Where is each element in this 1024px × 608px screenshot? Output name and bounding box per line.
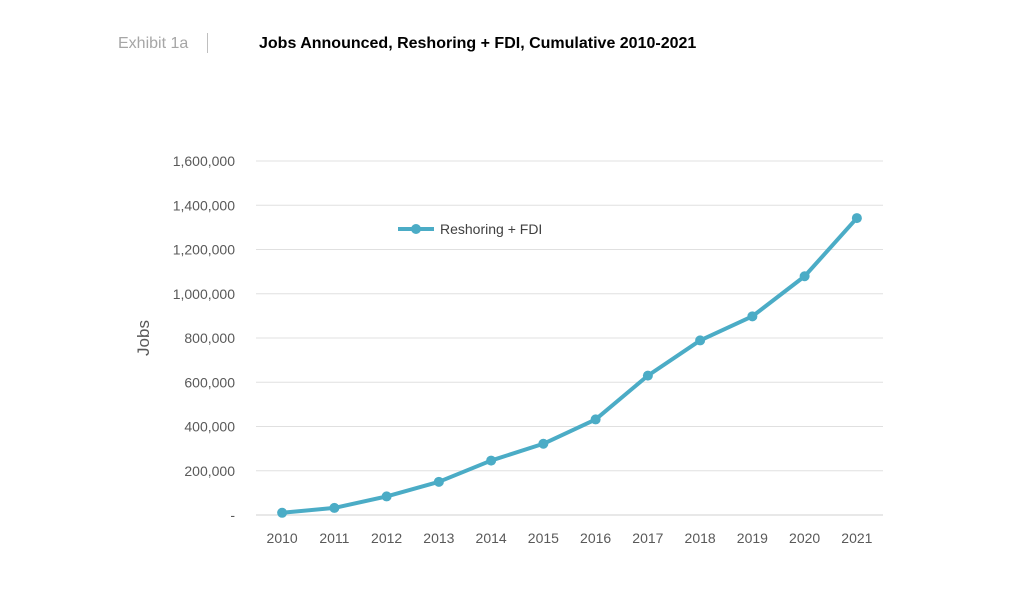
y-tick-label: 1,000,000 xyxy=(173,286,235,302)
data-point-2013 xyxy=(433,476,444,487)
y-tick-label: 1,400,000 xyxy=(173,197,235,213)
y-tick-label: 400,000 xyxy=(184,419,235,435)
y-tick-label: - xyxy=(230,507,235,523)
data-point-2014 xyxy=(486,455,497,466)
x-tick-label: 2013 xyxy=(423,530,454,546)
data-point-2011 xyxy=(329,502,340,513)
x-tick-label: 2019 xyxy=(737,530,768,546)
data-point-2020 xyxy=(799,271,810,282)
data-point-2010 xyxy=(277,507,288,518)
y-axis-ticks: - 200,000 400,000 600,000 800,000 1,000,000 1,… xyxy=(173,153,236,523)
series-reshoring-fdi xyxy=(277,213,862,518)
y-tick-label: 800,000 xyxy=(184,330,235,346)
x-axis-ticks: 2010 2011 2012 2013 2014 2015 2016 2017 2018 2019… xyxy=(267,530,873,546)
x-tick-label: 2016 xyxy=(580,530,611,546)
x-tick-label: 2015 xyxy=(528,530,559,546)
x-tick-label: 2018 xyxy=(685,530,716,546)
y-tick-label: 200,000 xyxy=(184,463,235,479)
data-point-2015 xyxy=(538,438,549,449)
data-point-2016 xyxy=(590,414,601,425)
legend-label: Reshoring + FDI xyxy=(440,221,542,237)
x-tick-label: 2014 xyxy=(476,530,507,546)
gridlines xyxy=(256,160,883,516)
legend: Reshoring + FDI xyxy=(398,221,542,237)
y-tick-label: 1,200,000 xyxy=(173,242,235,258)
chart-title: Jobs Announced, Reshoring + FDI, Cumulat… xyxy=(259,35,697,52)
x-tick-label: 2010 xyxy=(267,530,298,546)
data-point-2019 xyxy=(747,311,758,322)
data-point-2017 xyxy=(642,370,653,381)
x-tick-label: 2020 xyxy=(789,530,820,546)
data-point-2021 xyxy=(851,213,862,224)
exhibit-label: Exhibit 1a xyxy=(118,35,189,52)
data-point-2012 xyxy=(381,491,392,502)
y-tick-label: 600,000 xyxy=(184,374,235,390)
x-tick-label: 2021 xyxy=(841,530,872,546)
header-divider xyxy=(207,33,208,53)
legend-marker xyxy=(411,224,421,234)
x-tick-label: 2017 xyxy=(632,530,663,546)
series-line xyxy=(281,216,859,515)
x-tick-label: 2012 xyxy=(371,530,402,546)
data-point-2018 xyxy=(695,335,706,346)
x-tick-label: 2011 xyxy=(319,530,349,546)
y-axis-label: Jobs xyxy=(134,320,153,356)
y-tick-label: 1,600,000 xyxy=(173,153,235,169)
